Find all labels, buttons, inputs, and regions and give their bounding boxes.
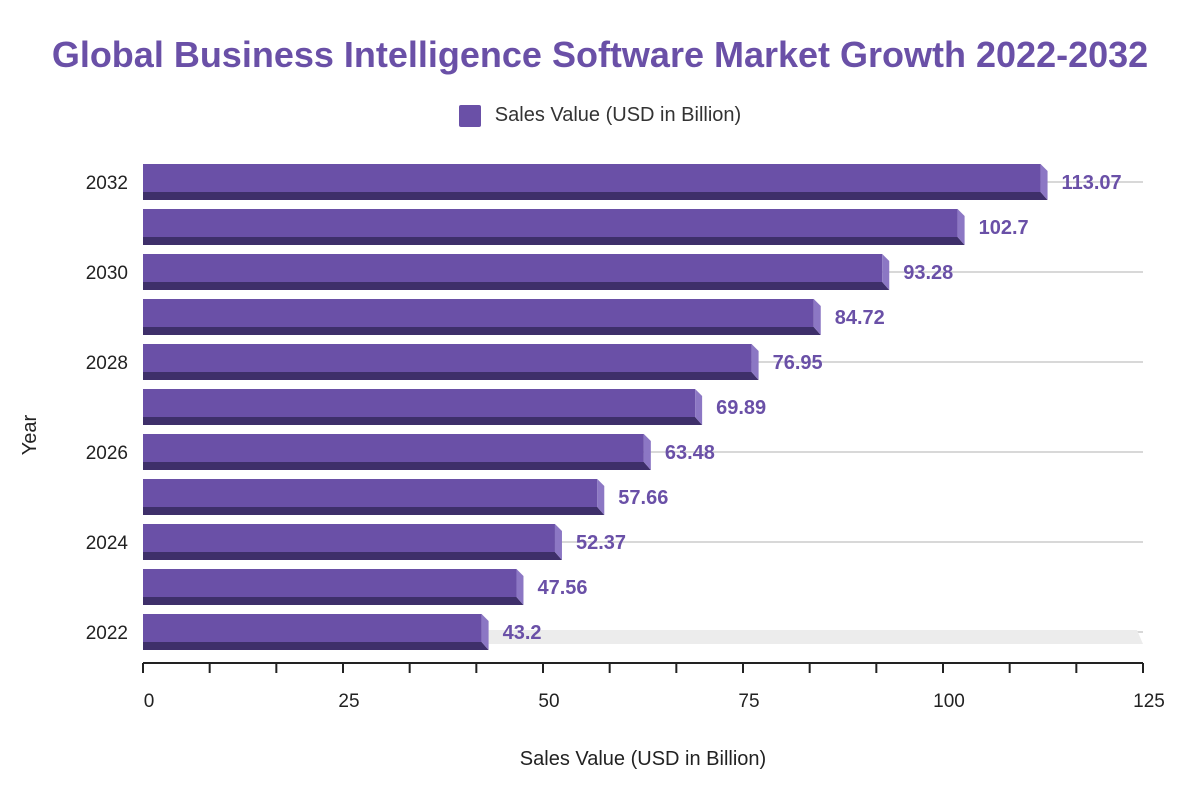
- data-label-2026: 63.48: [665, 442, 715, 464]
- bar-bottom: [143, 462, 651, 470]
- data-label-2023: 47.56: [537, 577, 587, 599]
- bar-side: [957, 209, 965, 245]
- y-tick-label: 2026: [86, 443, 128, 464]
- bar-face: [143, 524, 555, 552]
- x-tick-label: 25: [338, 691, 359, 712]
- y-tick-label: 2030: [86, 263, 128, 284]
- data-label-2032: 113.07: [1062, 172, 1122, 194]
- bar-2023: [143, 569, 524, 605]
- data-label-2022: 43.2: [503, 622, 542, 644]
- bar-face: [143, 299, 814, 327]
- bar-side: [813, 299, 821, 335]
- bar-side: [1040, 164, 1048, 200]
- bar-bottom: [143, 237, 965, 245]
- legend-swatch: [458, 104, 481, 127]
- x-tick-label: 50: [538, 691, 559, 712]
- bar-2028: [143, 344, 759, 380]
- data-label-2029: 84.72: [835, 307, 885, 329]
- bar-side: [695, 389, 703, 425]
- bar-2030: [143, 254, 890, 290]
- bar-face: [143, 389, 696, 417]
- x-axis-title: Sales Value (USD in Billion): [520, 748, 766, 770]
- data-label-2024: 52.37: [576, 532, 626, 554]
- bar-side: [882, 254, 890, 290]
- bar-face: [143, 344, 752, 372]
- bar-bottom: [143, 642, 489, 650]
- legend-label: Sales Value (USD in Billion): [494, 104, 742, 126]
- x-tick-label: 75: [738, 691, 759, 712]
- y-tick-label: 2028: [86, 353, 128, 374]
- y-tick-label: 2032: [86, 173, 128, 194]
- bar-2022: [143, 614, 489, 650]
- bar-2032: [143, 164, 1048, 200]
- bar-bottom: [143, 192, 1048, 200]
- data-label-2025: 57.66: [618, 487, 668, 509]
- y-axis-title: Year: [19, 414, 41, 455]
- y-tick-label: 2022: [86, 623, 128, 644]
- data-label-2028: 76.95: [773, 352, 823, 374]
- x-tick-label: 100: [933, 691, 965, 712]
- y-tick-label: 2024: [86, 533, 129, 554]
- bar-2031: [143, 209, 965, 245]
- bar-side: [481, 614, 489, 650]
- x-tick-label: 125: [1133, 691, 1165, 712]
- x-tick-label: 0: [144, 691, 155, 712]
- data-label-2030: 93.28: [903, 262, 953, 284]
- bar-2025: [143, 479, 605, 515]
- bar-2029: [143, 299, 821, 335]
- bar-side: [516, 569, 524, 605]
- bar-face: [143, 569, 517, 597]
- bar-face: [143, 434, 644, 462]
- bar-side: [597, 479, 605, 515]
- bar-face: [143, 479, 598, 507]
- bar-2027: [143, 389, 703, 425]
- bar-2024: [143, 524, 562, 560]
- bar-face: [143, 209, 958, 237]
- legend: Sales Value (USD in Billion): [0, 104, 1200, 127]
- bar-side: [751, 344, 759, 380]
- bar-2026: [143, 434, 651, 470]
- bar-bottom: [143, 597, 524, 605]
- bar-bottom: [143, 507, 605, 515]
- data-label-2027: 69.89: [716, 397, 766, 419]
- data-label-2031: 102.7: [979, 217, 1029, 239]
- chart-title: Global Business Intelligence Software Ma…: [51, 34, 1149, 75]
- bar-face: [143, 164, 1041, 192]
- bar-side: [554, 524, 562, 560]
- bar-face: [143, 614, 482, 642]
- bar-side: [643, 434, 651, 470]
- bar-bottom: [143, 372, 759, 380]
- bar-bottom: [143, 552, 562, 560]
- bar-bottom: [143, 327, 821, 335]
- bar-bottom: [143, 417, 703, 425]
- bar-face: [143, 254, 883, 282]
- bar-bottom: [143, 282, 890, 290]
